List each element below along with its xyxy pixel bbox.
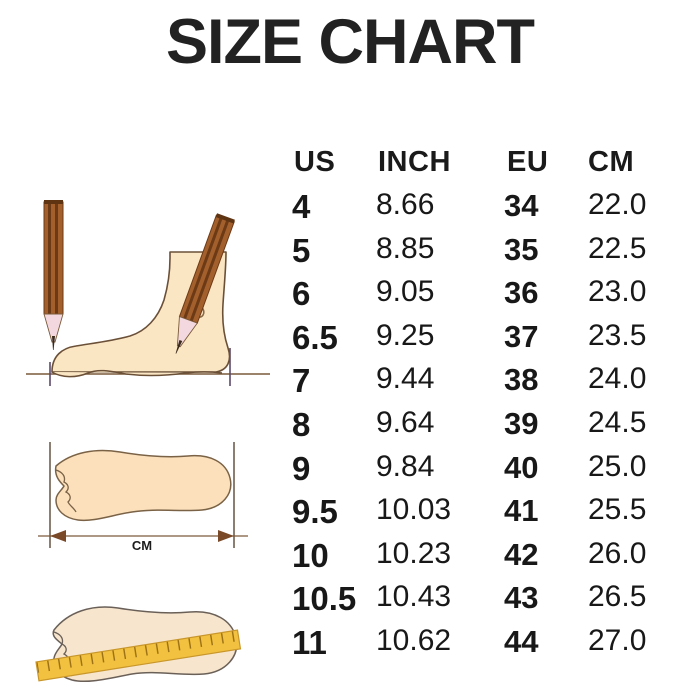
size-cell-cm: 26.0 <box>588 536 647 570</box>
size-cell-us: 4 <box>292 188 311 225</box>
size-cell-inch: 9.25 <box>376 318 435 352</box>
size-cell-us: 9 <box>292 449 311 487</box>
pencil-right-icon <box>175 213 235 354</box>
table-body: 4 8.66 34 22.0 5 8.85 35 22.5 6 9.05 36 23.0 6.5 9.25… <box>288 190 678 670</box>
table-row: 5 8.85 35 22.5 <box>288 231 678 278</box>
page-title: SIZE CHART <box>166 7 535 77</box>
dimension-guides-icon <box>49 442 235 548</box>
size-cell-cm: 25.5 <box>588 493 647 527</box>
table-row: 9 9.84 40 25.0 <box>288 449 678 496</box>
size-cell-eu: 40 <box>504 449 539 485</box>
size-cell-inch: 10.43 <box>376 580 452 614</box>
size-cell-us: 6.5 <box>292 318 338 356</box>
size-cell-us: 5 <box>292 231 311 269</box>
footprint-sole-shape-icon <box>54 449 232 522</box>
table-row: 9.5 10.03 41 25.5 <box>288 495 678 539</box>
size-cell-inch: 10.62 <box>376 623 452 657</box>
foot-sole-dimension-illustration: CM <box>20 424 270 564</box>
size-cell-eu: 42 <box>504 536 539 572</box>
foot-side-shape-icon <box>51 251 231 378</box>
column-header-inch: INCH <box>378 146 451 178</box>
foot-measuring-tape-illustration <box>22 584 272 694</box>
size-cell-us: 10.5 <box>292 580 357 618</box>
table-row: 7 9.44 38 24.0 <box>288 364 678 408</box>
table-header-row: US INCH EU CM <box>288 146 678 190</box>
size-cell-eu: 37 <box>504 318 539 354</box>
column-header-cm: CM <box>588 146 635 178</box>
size-cell-inch: 9.84 <box>376 449 435 483</box>
column-header-eu: EU <box>507 146 549 178</box>
size-cell-cm: 23.5 <box>588 318 647 352</box>
size-cell-eu: 38 <box>504 362 539 398</box>
size-cell-us: 10 <box>292 536 329 574</box>
size-cell-inch: 10.03 <box>376 493 452 527</box>
size-cell-inch: 9.64 <box>376 405 435 439</box>
cm-dimension-label: CM <box>132 538 152 553</box>
size-cell-cm: 24.5 <box>588 405 647 439</box>
size-cell-us: 11 <box>292 623 327 661</box>
cm-dimension-arrow-icon <box>38 530 248 542</box>
size-chart-table: US INCH EU CM 4 8.66 34 22.0 5 8.85 35 22.5 6 9.0… <box>288 146 678 670</box>
table-row: 8 9.64 39 24.5 <box>288 405 678 452</box>
size-cell-inch: 8.85 <box>376 231 435 265</box>
size-cell-eu: 43 <box>504 580 539 616</box>
size-cell-cm: 24.0 <box>588 362 647 396</box>
size-cell-cm: 22.0 <box>588 188 647 221</box>
size-cell-cm: 25.0 <box>588 449 647 483</box>
table-row: 4 8.66 34 22.0 <box>288 190 678 234</box>
column-header-us: US <box>294 146 336 178</box>
table-row: 10.5 10.43 43 26.5 <box>288 582 678 626</box>
size-cell-cm: 23.0 <box>588 275 647 309</box>
size-cell-cm: 27.0 <box>588 623 647 657</box>
table-row: 6 9.05 36 23.0 <box>288 277 678 321</box>
table-row: 10 10.23 42 26.0 <box>288 536 678 583</box>
size-cell-us: 8 <box>292 405 311 443</box>
size-cell-eu: 39 <box>504 405 539 441</box>
pencil-left-icon <box>43 200 64 350</box>
foot-side-view-illustration <box>18 196 278 396</box>
size-cell-eu: 34 <box>504 188 539 223</box>
size-cell-cm: 26.5 <box>588 580 647 614</box>
size-cell-eu: 35 <box>504 231 539 267</box>
size-cell-inch: 9.05 <box>376 275 435 309</box>
measuring-tape-icon <box>35 629 242 682</box>
size-cell-eu: 36 <box>504 275 539 311</box>
size-cell-eu: 44 <box>504 623 539 659</box>
size-cell-cm: 22.5 <box>588 231 647 265</box>
size-cell-inch: 8.66 <box>376 188 435 221</box>
size-cell-us: 6 <box>292 275 311 313</box>
table-row: 11 10.62 44 27.0 <box>288 623 678 670</box>
size-cell-us: 9.5 <box>292 493 338 531</box>
size-cell-us: 7 <box>292 362 311 400</box>
size-cell-eu: 41 <box>504 493 539 529</box>
table-row: 6.5 9.25 37 23.5 <box>288 318 678 365</box>
size-cell-inch: 10.23 <box>376 536 452 570</box>
size-cell-inch: 9.44 <box>376 362 435 396</box>
